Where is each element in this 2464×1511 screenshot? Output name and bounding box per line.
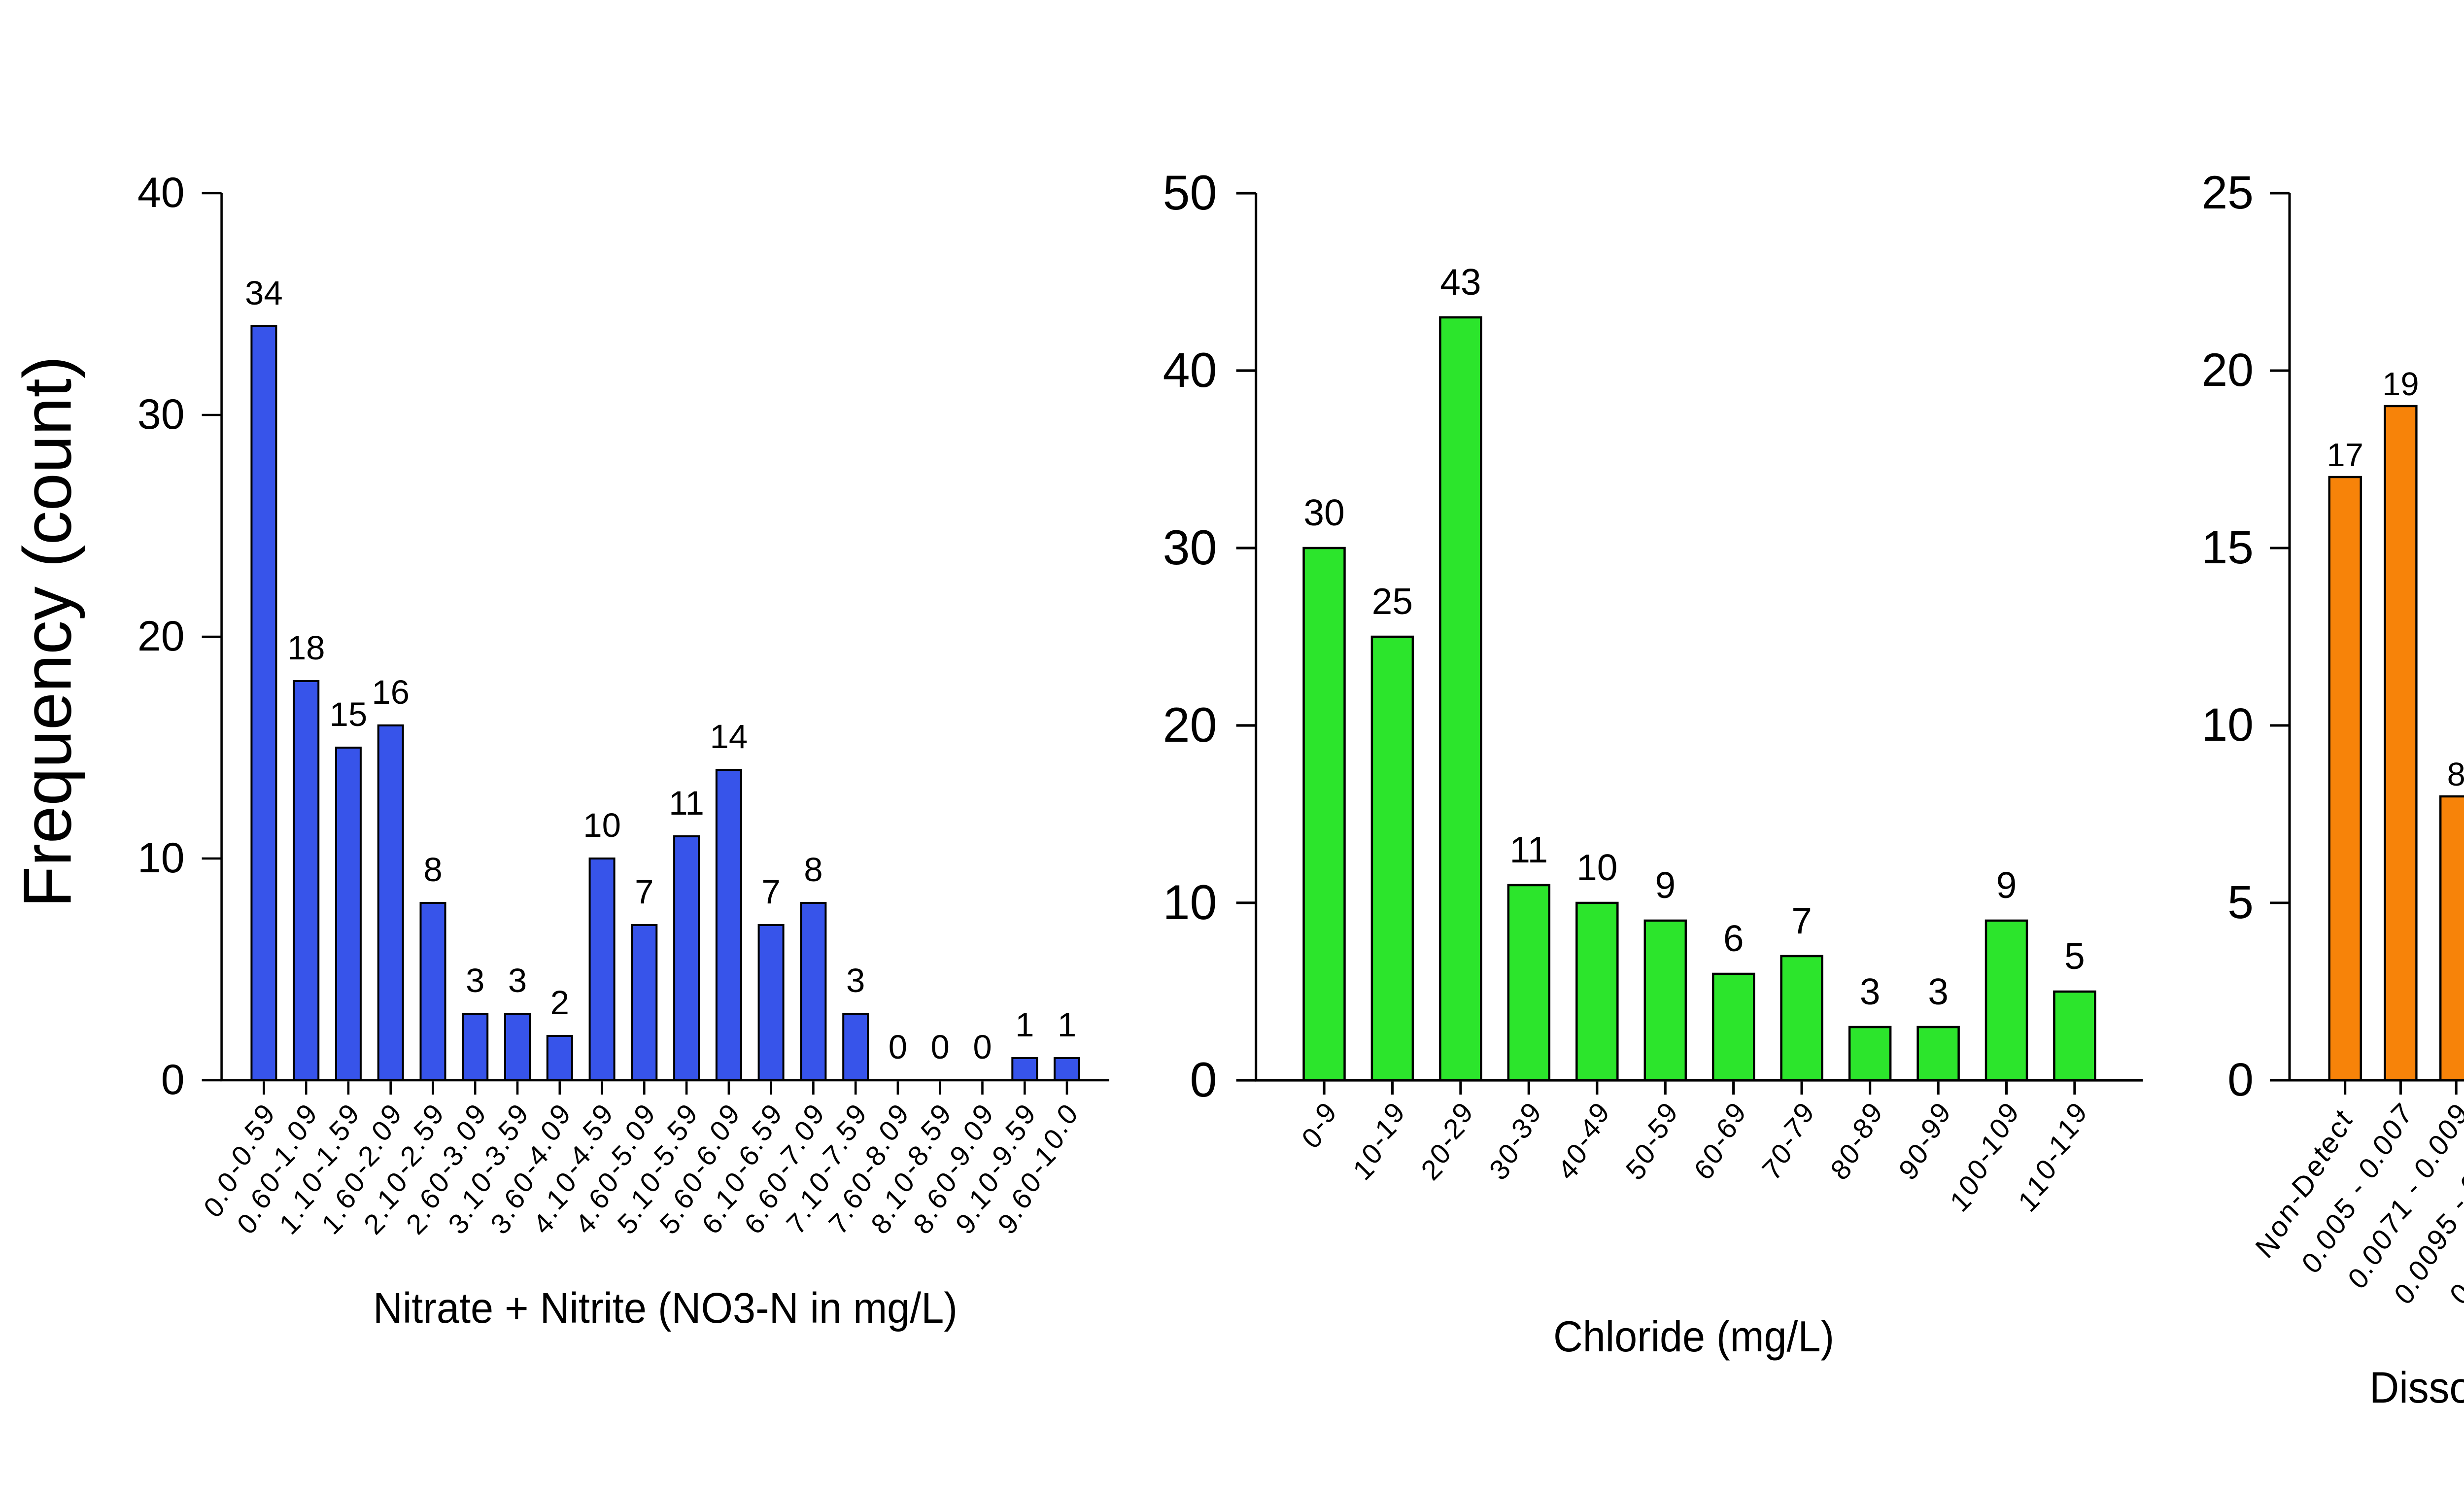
svg-text:14: 14 bbox=[710, 718, 748, 756]
svg-text:3: 3 bbox=[466, 962, 484, 999]
svg-text:15: 15 bbox=[330, 695, 368, 733]
svg-text:8: 8 bbox=[804, 851, 822, 889]
svg-text:20: 20 bbox=[2201, 344, 2254, 396]
svg-text:25: 25 bbox=[2201, 167, 2254, 219]
svg-text:30: 30 bbox=[1303, 492, 1344, 533]
svg-text:40: 40 bbox=[1163, 343, 1217, 397]
svg-text:17: 17 bbox=[2327, 437, 2363, 474]
svg-text:16: 16 bbox=[372, 673, 410, 711]
svg-text:6: 6 bbox=[1723, 918, 1744, 959]
svg-text:0: 0 bbox=[973, 1028, 992, 1066]
svg-text:30: 30 bbox=[137, 391, 185, 438]
svg-text:25: 25 bbox=[1372, 581, 1413, 622]
svg-text:1: 1 bbox=[1058, 1006, 1076, 1044]
svg-text:7: 7 bbox=[1791, 900, 1812, 941]
svg-text:3: 3 bbox=[1860, 971, 1881, 1012]
svg-text:5: 5 bbox=[2227, 876, 2254, 928]
svg-text:10: 10 bbox=[1576, 847, 1617, 888]
svg-text:50: 50 bbox=[1163, 165, 1217, 220]
svg-text:2: 2 bbox=[550, 984, 569, 1022]
svg-text:Frequency (count): Frequency (count) bbox=[10, 356, 86, 908]
svg-text:11: 11 bbox=[669, 784, 704, 822]
svg-text:11: 11 bbox=[1509, 829, 1548, 870]
svg-text:8: 8 bbox=[2447, 756, 2464, 793]
svg-text:0: 0 bbox=[889, 1028, 907, 1066]
svg-text:9: 9 bbox=[1655, 864, 1676, 906]
svg-text:30: 30 bbox=[1163, 520, 1217, 575]
svg-text:34: 34 bbox=[245, 274, 283, 312]
svg-text:7: 7 bbox=[761, 873, 780, 911]
svg-text:0: 0 bbox=[1190, 1052, 1217, 1107]
svg-text:5: 5 bbox=[2064, 935, 2085, 977]
svg-text:43: 43 bbox=[1440, 261, 1481, 303]
svg-text:3: 3 bbox=[1928, 971, 1949, 1012]
svg-text:Dissolved Orthophosphate as P,: Dissolved Orthophosphate as P, in mg/L bbox=[2369, 1363, 2464, 1412]
svg-text:0: 0 bbox=[2227, 1054, 2254, 1106]
svg-text:3: 3 bbox=[846, 962, 865, 999]
svg-text:20: 20 bbox=[137, 613, 185, 660]
svg-text:19: 19 bbox=[2382, 366, 2419, 403]
svg-text:10: 10 bbox=[1163, 875, 1217, 929]
svg-text:0: 0 bbox=[931, 1028, 950, 1066]
svg-text:Nitrate + Nitrite (NO3-N in mg: Nitrate + Nitrite (NO3-N in mg/L) bbox=[373, 1284, 958, 1332]
svg-text:40: 40 bbox=[137, 169, 185, 216]
svg-text:1: 1 bbox=[1015, 1006, 1034, 1044]
svg-text:18: 18 bbox=[287, 629, 325, 667]
svg-text:Chloride (mg/L): Chloride (mg/L) bbox=[1553, 1312, 1834, 1361]
svg-text:10: 10 bbox=[137, 834, 185, 882]
svg-text:15: 15 bbox=[2201, 521, 2254, 574]
svg-text:20: 20 bbox=[1163, 697, 1217, 752]
svg-text:10: 10 bbox=[2201, 699, 2254, 751]
svg-text:7: 7 bbox=[635, 873, 653, 911]
svg-text:10: 10 bbox=[583, 806, 621, 844]
svg-text:8: 8 bbox=[423, 851, 442, 889]
svg-text:0: 0 bbox=[161, 1056, 185, 1103]
svg-text:9: 9 bbox=[1996, 864, 2017, 906]
svg-text:3: 3 bbox=[508, 962, 527, 999]
